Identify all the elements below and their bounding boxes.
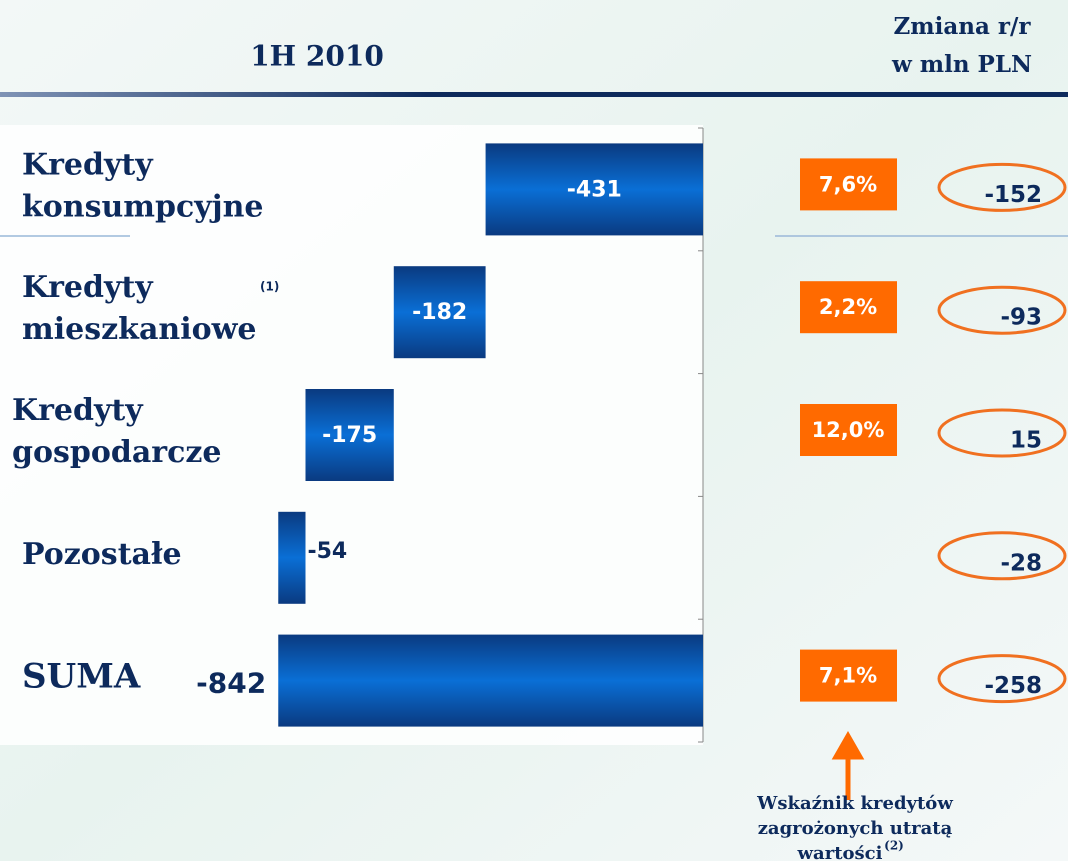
chart-title: 1H 2010 — [250, 40, 384, 73]
bar-label: -175 — [322, 423, 377, 448]
change-ellipse — [937, 285, 1067, 335]
change-label: -152 — [984, 182, 1042, 208]
npl-box — [800, 158, 897, 211]
change-ellipse — [937, 531, 1067, 581]
category-label: Kredyty — [22, 147, 154, 182]
annotation: wartości — [797, 843, 883, 861]
bar — [278, 511, 306, 604]
category-label: konsumpcyjne — [22, 189, 263, 224]
category-note: (1) — [260, 280, 279, 294]
bar-label: -842 — [196, 667, 266, 700]
category-label: gospodarcze — [12, 435, 221, 470]
category-label: Kredyty — [22, 270, 154, 305]
bar-label: -54 — [307, 539, 347, 564]
bar-label: -431 — [567, 177, 622, 202]
change-ellipse — [937, 408, 1067, 458]
bar — [393, 266, 486, 359]
bar — [305, 389, 394, 481]
right-header: w mln PLN — [891, 51, 1032, 78]
right-header: Zmiana r/r — [893, 13, 1031, 40]
annotation: zagrożonych utratą — [758, 818, 953, 839]
change-ellipse — [937, 162, 1067, 212]
category-label: Kredyty — [12, 393, 144, 428]
npl-label: 7,6% — [819, 172, 877, 196]
arrow — [831, 730, 865, 800]
npl-label: 7,1% — [819, 664, 877, 688]
bar — [278, 634, 703, 727]
category-label: Pozostałe — [22, 537, 182, 572]
category-label: mieszkaniowe — [22, 312, 257, 347]
npl-box — [800, 281, 897, 334]
npl-box — [800, 404, 897, 456]
npl-label: 12,0% — [812, 418, 885, 442]
header-rule — [0, 92, 1068, 97]
annotation-note: (2) — [884, 839, 904, 853]
npl-label: 2,2% — [819, 295, 877, 319]
category-label: SUMA — [22, 657, 141, 697]
change-label: -93 — [1000, 305, 1042, 331]
bar — [485, 143, 703, 236]
change-ellipse — [937, 654, 1067, 704]
bar-label: -182 — [412, 300, 467, 325]
change-label: -258 — [984, 673, 1042, 699]
change-label: -28 — [1000, 550, 1042, 576]
annotation: Wskaźnik kredytów — [756, 793, 953, 814]
npl-box — [800, 649, 897, 702]
change-label: 15 — [1010, 428, 1042, 454]
